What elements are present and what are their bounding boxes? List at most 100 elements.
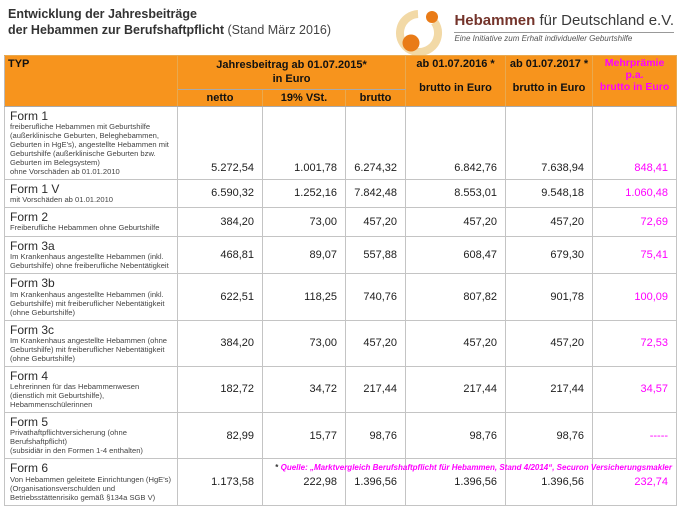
cell-brutto-2016: 6.842,76 (405, 105, 507, 180)
cell-brutto: 457,20 (344, 207, 407, 238)
logo-name: Hebammen für Deutschland e.V. (454, 12, 674, 29)
cell-vst: 1.252,16 (262, 178, 346, 209)
cell-brutto: 457,20 (344, 319, 407, 367)
title-stand-suffix: (Stand März 2016) (224, 22, 332, 37)
table-row: Form 1 V mit Vorschäden ab 01.01.2010 6.… (4, 178, 678, 209)
cell-brutto-2017: 679,30 (505, 236, 594, 275)
row-description: Freiberufliche Hebammen ohne Geburtshilf… (10, 223, 160, 233)
row-form-name: Form 5 (10, 415, 49, 430)
header-netto: netto (177, 88, 263, 107)
header-mehr-line2: p.a. (625, 69, 644, 82)
source-note: * Quelle: „Marktvergleich Berufshaftpfli… (275, 463, 672, 472)
contribution-table: TYP Jahresbeitrag ab 01.07.2015* in Euro… (4, 55, 678, 506)
cell-netto: 384,20 (177, 207, 263, 238)
row-form-name: Form 3b (10, 276, 55, 291)
table-row: Form 3b Im Krankenhaus angestellte Hebam… (4, 273, 678, 321)
page-title: Entwicklung der Jahresbeiträge der Hebam… (8, 7, 331, 38)
cell-brutto-2017: 98,76 (505, 412, 594, 460)
table-header: TYP Jahresbeitrag ab 01.07.2015* in Euro… (4, 55, 678, 107)
cell-mehrpraemie: 72,69 (592, 207, 678, 238)
cell-typ: Form 1 V mit Vorschäden ab 01.01.2010 (4, 178, 178, 209)
cell-mehrpraemie: 72,53 (592, 319, 678, 367)
cell-brutto-2017: 901,78 (505, 273, 594, 321)
table-row: Form 3a Im Krankenhaus angestellte Hebam… (4, 236, 678, 275)
cell-brutto-2016: 608,47 (405, 236, 507, 275)
header-2016-line2: brutto in Euro (419, 82, 492, 94)
page-header: Entwicklung der Jahresbeiträge der Hebam… (0, 0, 680, 56)
row-form-name: Form 6 (10, 461, 49, 476)
header-brutto: brutto (344, 88, 407, 107)
header-2016: ab 01.07.2016 * brutto in Euro (405, 55, 507, 107)
header-mehr-line3: brutto in Euro (599, 81, 670, 94)
logo-text: Hebammen für Deutschland e.V. Eine Initi… (454, 12, 674, 43)
cell-vst: 1.001,78 (262, 105, 346, 180)
header-group-2015-line2: in Euro (272, 73, 311, 86)
cell-brutto-2016: 217,44 (405, 365, 507, 414)
cell-typ: Form 3c Im Krankenhaus angestellte Hebam… (4, 319, 178, 367)
cell-mehrpraemie: ----- (592, 412, 678, 460)
header-group-2015-line1: Jahresbeitrag ab 01.07.2015* (216, 59, 367, 71)
header-2017: ab 01.07.2017 * brutto in Euro (505, 55, 594, 107)
cell-netto: 5.272,54 (177, 105, 263, 180)
cell-netto: 82,99 (177, 412, 263, 460)
cell-typ: Form 5 Privathaftpflichtversicherung (oh… (4, 412, 178, 460)
row-description: freiberufliche Hebammen mit Geburtshilfe… (10, 121, 169, 176)
header-mehr-line1: Mehrprämie (604, 57, 665, 69)
cell-netto: 468,81 (177, 236, 263, 275)
row-form-name: Form 2 (10, 210, 49, 225)
cell-brutto-2017: 9.548,18 (505, 178, 594, 209)
row-form-name: Form 1 V (10, 181, 60, 196)
cell-brutto-2016: 98,76 (405, 412, 507, 460)
cell-vst: 34,72 (262, 365, 346, 414)
cell-netto: 182,72 (177, 365, 263, 414)
cell-vst: 73,00 (262, 319, 346, 367)
row-form-name: Form 3c (10, 322, 55, 337)
table-row: Form 4 Lehrerinnen für das Hebammenwesen… (4, 365, 678, 414)
cell-brutto-2016: 8.553,01 (405, 178, 507, 209)
cell-mehrpraemie: 848,41 (592, 105, 678, 180)
cell-typ: Form 4 Lehrerinnen für das Hebammenwesen… (4, 365, 178, 414)
cell-brutto-2016: 457,20 (405, 207, 507, 238)
cell-mehrpraemie: 1.060,48 (592, 178, 678, 209)
header-2017-line2: brutto in Euro (512, 82, 586, 94)
cell-brutto: 217,44 (344, 365, 407, 414)
cell-typ: Form 3b Im Krankenhaus angestellte Hebam… (4, 273, 178, 321)
logo-tagline: Eine Initiative zum Erhalt individueller… (454, 31, 674, 43)
cell-brutto: 740,76 (344, 273, 407, 321)
footnote-marker: * (275, 463, 279, 472)
cell-brutto: 6.274,32 (344, 105, 407, 180)
row-form-name: Form 3a (10, 239, 55, 254)
cell-brutto: 98,76 (344, 412, 407, 460)
table-body: Form 1 freiberufliche Hebammen mit Gebur… (4, 105, 678, 506)
table-row: Form 1 freiberufliche Hebammen mit Gebur… (4, 105, 678, 180)
cell-netto: 6.590,32 (177, 178, 263, 209)
cell-netto: 384,20 (177, 319, 263, 367)
cell-netto: 622,51 (177, 273, 263, 321)
row-description: mit Vorschäden ab 01.01.2010 (10, 195, 114, 205)
cell-brutto-2016: 457,20 (405, 319, 507, 367)
row-description: Lehrerinnen für das Hebammenwesen (diens… (10, 382, 140, 410)
row-form-name: Form 4 (10, 368, 49, 383)
row-description: Privathaftpflichtversicherung (ohne Beru… (10, 428, 143, 456)
cell-typ: Form 1 freiberufliche Hebammen mit Gebur… (4, 105, 178, 180)
cell-typ: Form 2 Freiberufliche Hebammen ohne Gebu… (4, 207, 178, 238)
cell-vst: 89,07 (262, 236, 346, 275)
title-line2: der Hebammen zur Berufshaftpflicht (Stan… (8, 22, 332, 37)
cell-brutto-2017: 7.638,94 (505, 105, 594, 180)
cell-typ: Form 3a Im Krankenhaus angestellte Hebam… (4, 236, 178, 275)
row-description: Im Krankenhaus angestellte Hebammen (ink… (10, 252, 169, 271)
cell-vst: 118,25 (262, 273, 346, 321)
cell-brutto-2017: 217,44 (505, 365, 594, 414)
cell-brutto-2017: 457,20 (505, 319, 594, 367)
cell-vst: 15,77 (262, 412, 346, 460)
header-typ: TYP (4, 55, 178, 107)
logo: Hebammen für Deutschland e.V. Eine Initi… (390, 7, 674, 60)
footnote-text: Quelle: „Marktvergleich Berufshaftpflich… (278, 463, 672, 472)
logo-circle-icon (390, 7, 448, 60)
cell-vst: 73,00 (262, 207, 346, 238)
title-line1: Entwicklung der Jahresbeiträge (8, 7, 197, 21)
cell-brutto-2016: 807,82 (405, 273, 507, 321)
header-vst: 19% VSt. (262, 88, 346, 107)
header-mehrpraemie: Mehrprämie p.a. brutto in Euro (592, 55, 678, 107)
cell-mehrpraemie: 100,09 (592, 273, 678, 321)
